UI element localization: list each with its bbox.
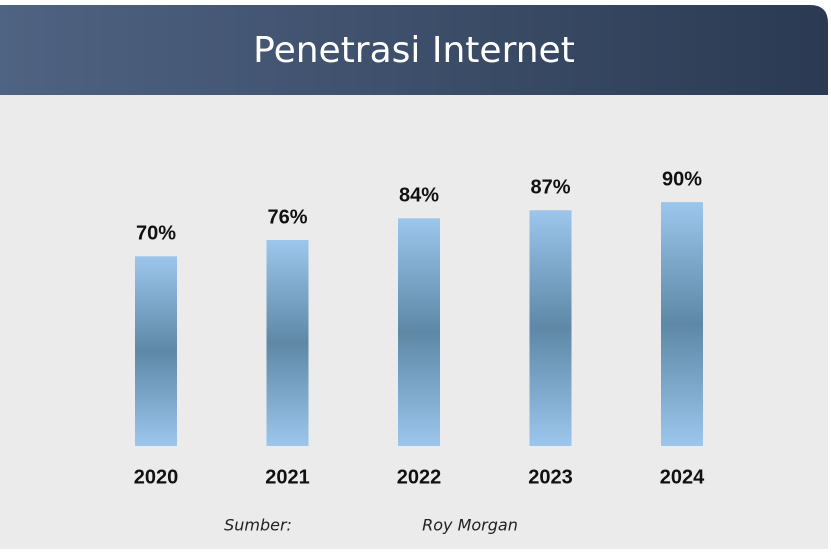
value-label: 70% [136,223,176,245]
x-tick-label: 2023 [528,466,573,488]
bar [398,218,440,446]
bar [530,210,572,446]
value-label: 76% [267,206,307,228]
value-label: 84% [399,185,439,207]
x-tick-label: 2020 [134,466,179,488]
x-tick-label: 2021 [265,466,310,488]
value-label: 90% [662,168,702,190]
source: Roy Morgan [422,516,518,535]
page: Penetrasi Internet Sumber: Roy Morgan 20… [0,0,831,556]
value-label: 87% [530,177,570,199]
chart-title: Penetrasi Internet [253,30,575,71]
bar [135,256,177,446]
bar [661,202,703,446]
x-tick-label: 2022 [397,466,442,488]
x-tick-label: 2024 [660,466,705,488]
chart: Penetrasi Internet Sumber: Roy Morgan 20… [0,0,831,556]
source-label: Sumber: [224,516,292,535]
bar [267,240,309,446]
